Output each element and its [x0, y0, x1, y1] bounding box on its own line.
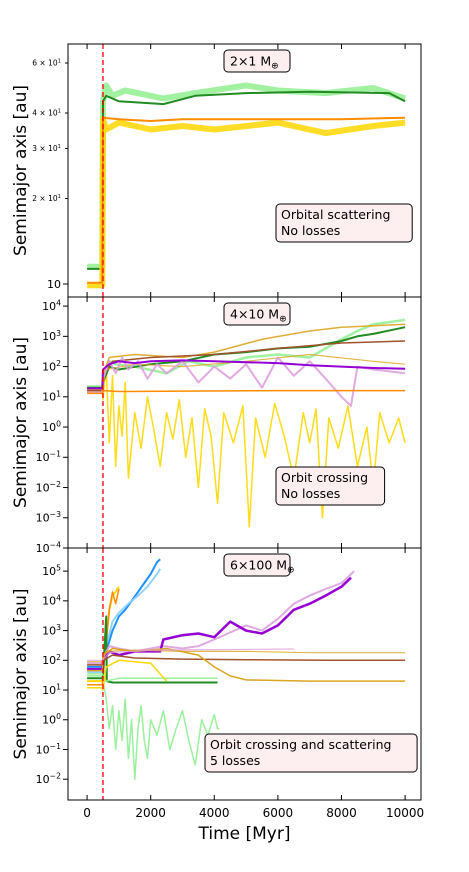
y-tick-label: 10−2 [36, 480, 61, 494]
series-line-9 [87, 576, 352, 671]
y-tick-label: 102 [42, 359, 61, 373]
series-line-4 [87, 116, 406, 284]
y-tick-label: 101 [42, 682, 61, 696]
y-tick-label: 100 [42, 712, 61, 726]
y-tick-label: 10−2 [36, 772, 61, 786]
mass-label: 4×10 M⊕ [230, 307, 287, 325]
x-tick-label: 6000 [263, 806, 294, 820]
series-line-7 [87, 673, 218, 682]
annotation-box [275, 466, 386, 506]
series-line-13 [87, 648, 294, 661]
y-axis-label: Semimajor axis [au] [11, 337, 31, 508]
series-line-3 [87, 116, 406, 289]
y-tick-label: 2 × 101 [32, 194, 61, 203]
annotation-box [204, 733, 418, 773]
y-tick-label: 105 [42, 564, 61, 578]
series-line-8 [87, 359, 406, 390]
mass-label-box [223, 553, 291, 577]
x-axis-label: Time [Myr] [198, 824, 291, 844]
mass-label-box [223, 49, 291, 73]
x-tick-label: 10000 [386, 806, 424, 820]
axes-frame [67, 547, 422, 801]
panel-1: 10 2 × 101 3 × 101 4 × 101 6 × 101 Semimajor … [11, 43, 422, 298]
annotation-line-1: Orbital scattering [281, 207, 390, 222]
y-tick-label: 6 × 101 [32, 59, 61, 68]
y-tick-label: 10 [47, 278, 61, 291]
x-tick-label: 0 [83, 806, 91, 820]
series-line-2 [87, 318, 406, 388]
annotation-line-2: No losses [281, 223, 340, 238]
y-tick-label: 100 [42, 420, 61, 434]
series-line-10 [87, 654, 406, 666]
annotation-line-2: No losses [281, 486, 340, 501]
y-tick-label: 104 [42, 593, 61, 607]
y-tick-label: 102 [42, 653, 61, 667]
mass-label: 2×1 M⊕ [230, 54, 279, 72]
y-axis-label: Semimajor axis [au] [11, 85, 31, 256]
annotation-line-2: 5 losses [210, 753, 260, 768]
series-group [87, 318, 406, 528]
y-tick-label: 101 [42, 389, 61, 403]
mass-label: 6×100 M⊕ [230, 558, 295, 576]
series-group [87, 82, 407, 289]
mass-label-box [223, 302, 291, 326]
panel-2: 10−4 10−3 10−2 10−1 100 101 102 103 104 Semimajor… [11, 296, 422, 555]
x-tick-label: 8000 [326, 806, 357, 820]
y-tick-label: 10−1 [36, 450, 61, 464]
y-tick-label: 103 [42, 329, 61, 343]
axes-frame [67, 43, 422, 298]
annotation-box [275, 203, 413, 243]
x-tick-label: 2000 [135, 806, 166, 820]
series-line-5 [87, 588, 120, 686]
series-line-11 [87, 647, 406, 682]
series-line-9 [87, 389, 406, 395]
y-tick-label: 103 [42, 623, 61, 637]
y-tick-label: 10−4 [36, 540, 61, 554]
x-tick-label: 4000 [199, 806, 230, 820]
y-tick-label: 10−1 [36, 742, 61, 756]
y-tick-label: 10−3 [36, 510, 61, 524]
series-line-8 [87, 570, 355, 665]
y-tick-label: 104 [42, 299, 61, 313]
y-axis-label: Semimajor axis [au] [11, 589, 31, 760]
series-line-14 [87, 659, 168, 691]
annotation-line-1: Orbit crossing and scattering [210, 737, 391, 752]
series-line-7 [87, 356, 406, 407]
series-line-1 [87, 365, 406, 528]
annotation-line-1: Orbit crossing [281, 470, 368, 485]
series-line-1 [87, 675, 220, 780]
y-tick-label: 4 × 101 [32, 109, 61, 118]
y-tick-label: 3 × 101 [32, 144, 61, 153]
panel-3: 10−2 10−1 100 101 102 103 104 105 0 2000 4000 6000 8… [11, 547, 424, 844]
